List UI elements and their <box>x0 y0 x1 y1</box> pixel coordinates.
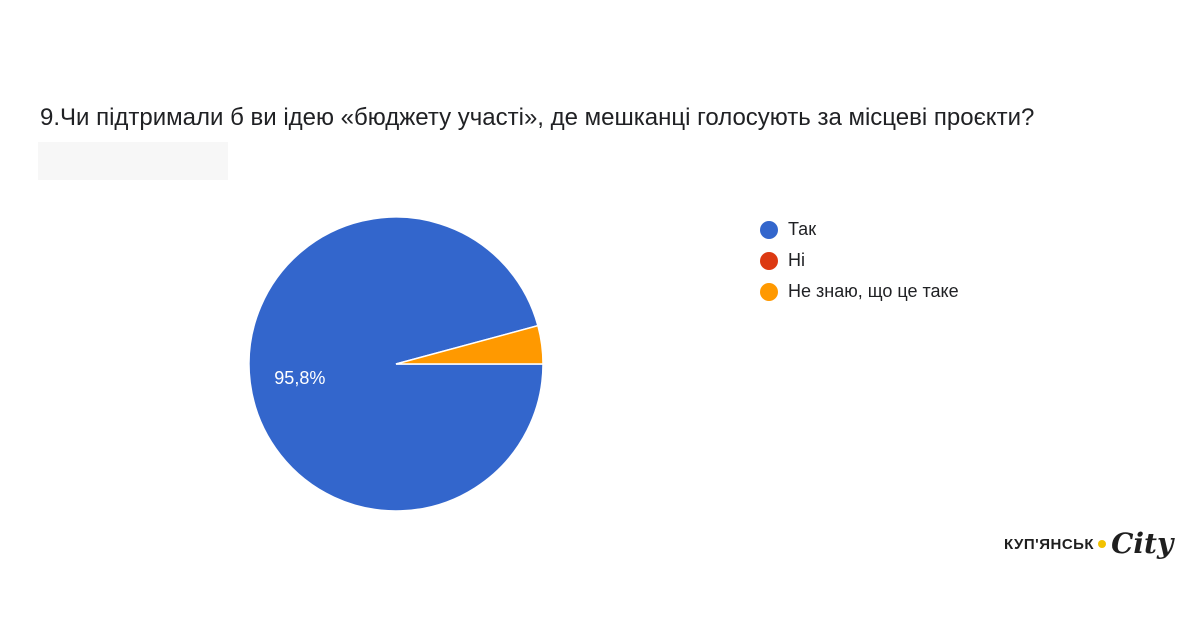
pie-data-label: 95,8% <box>274 368 325 388</box>
legend-swatch <box>760 251 778 270</box>
legend-item-dont-know[interactable]: Не знаю, що це таке <box>760 276 959 307</box>
legend: Так Ні Не знаю, що це таке <box>760 214 959 307</box>
legend-swatch <box>760 220 778 239</box>
logo-city-script: City <box>1111 527 1174 560</box>
logo-wordmark: КУП'ЯНСЬК <box>1004 535 1095 553</box>
logo-dot-icon <box>1098 540 1107 548</box>
legend-item-tak[interactable]: Так <box>760 214 959 245</box>
chart-title: 9.Чи підтримали б ви ідею «бюджету участ… <box>40 104 1035 131</box>
brand-logo: КУП'ЯНСЬК City <box>1004 530 1173 558</box>
legend-label: Ні <box>788 250 805 270</box>
legend-label: Не знаю, що це таке <box>788 281 959 301</box>
legend-item-ni[interactable]: Ні <box>760 245 959 276</box>
subtitle-placeholder <box>38 142 228 180</box>
legend-swatch <box>760 282 778 301</box>
pie-slice-dont-know[interactable] <box>395 324 544 365</box>
legend-label: Так <box>788 219 817 239</box>
